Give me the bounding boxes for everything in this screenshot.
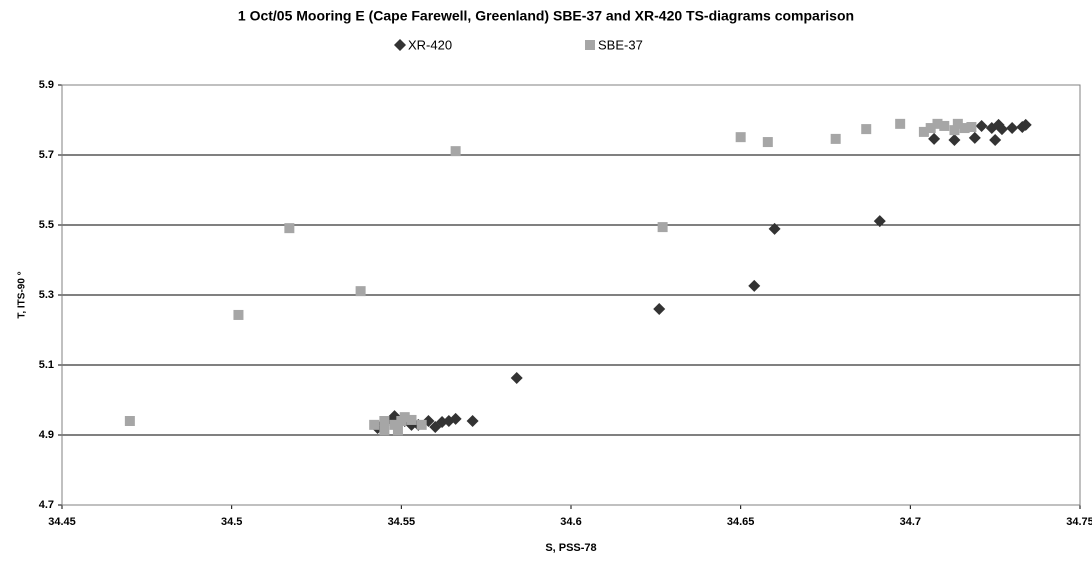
x-tick-label: 34.5 [221, 516, 242, 528]
data-point [918, 126, 929, 137]
x-axis-label: S, PSS-78 [545, 542, 596, 554]
x-tick-label: 34.45 [48, 516, 76, 528]
data-point [653, 303, 666, 315]
y-tick-label: 5.3 [39, 289, 54, 301]
data-point [510, 371, 523, 384]
y-axis-label: T, ITS-90 ° [17, 271, 28, 318]
legend-marker [394, 39, 406, 51]
data-point [406, 414, 417, 425]
data-point [949, 125, 960, 136]
data-point [975, 119, 988, 132]
data-point [895, 118, 906, 129]
data-point [932, 118, 943, 129]
data-point [389, 419, 400, 430]
data-point [466, 415, 479, 427]
data-point [657, 222, 668, 233]
data-point [735, 132, 746, 143]
data-point [355, 286, 366, 297]
data-point [939, 120, 950, 131]
data-point [449, 412, 462, 425]
data-point [768, 222, 781, 235]
y-tick-label: 5.7 [39, 149, 54, 161]
data-point [966, 122, 977, 132]
data-point [948, 133, 961, 146]
data-point [995, 123, 1008, 136]
data-point [1006, 122, 1019, 135]
plot-frame [61, 84, 1081, 506]
data-point [124, 416, 135, 426]
data-point [959, 123, 970, 134]
y-tick-label: 5.1 [39, 359, 54, 371]
data-point [1019, 118, 1032, 131]
x-tick-label: 34.75 [1066, 516, 1092, 528]
data-point [830, 133, 841, 144]
x-tick-label: 34.7 [900, 516, 921, 528]
data-point [369, 419, 380, 430]
chart-title: 1 Oct/05 Mooring E (Cape Farewell, Green… [238, 8, 854, 24]
data-point [762, 137, 773, 148]
data-point [284, 223, 295, 234]
data-point [379, 416, 390, 426]
legend-label: XR-420 [408, 37, 452, 52]
data-point [968, 131, 981, 144]
y-tick-label: 4.9 [39, 429, 54, 441]
legend-label: SBE-37 [598, 37, 643, 52]
data-point [399, 412, 410, 423]
data-point [925, 123, 936, 134]
data-point [379, 425, 390, 436]
data-point [392, 425, 403, 436]
x-tick-label: 34.65 [727, 516, 755, 528]
y-tick-label: 4.7 [39, 499, 54, 511]
y-tick-label: 5.5 [39, 219, 54, 231]
x-tick-label: 34.6 [560, 516, 581, 528]
x-tick-label: 34.55 [388, 516, 416, 528]
data-point [748, 279, 761, 292]
data-point [233, 309, 244, 320]
data-point [416, 419, 427, 430]
data-point [928, 132, 941, 145]
legend-marker [585, 40, 595, 50]
data-point [989, 133, 1002, 146]
data-point [861, 124, 872, 135]
data-point [952, 118, 963, 129]
y-tick-label: 5.9 [39, 79, 54, 91]
data-point [450, 146, 461, 157]
data-point [873, 215, 886, 228]
